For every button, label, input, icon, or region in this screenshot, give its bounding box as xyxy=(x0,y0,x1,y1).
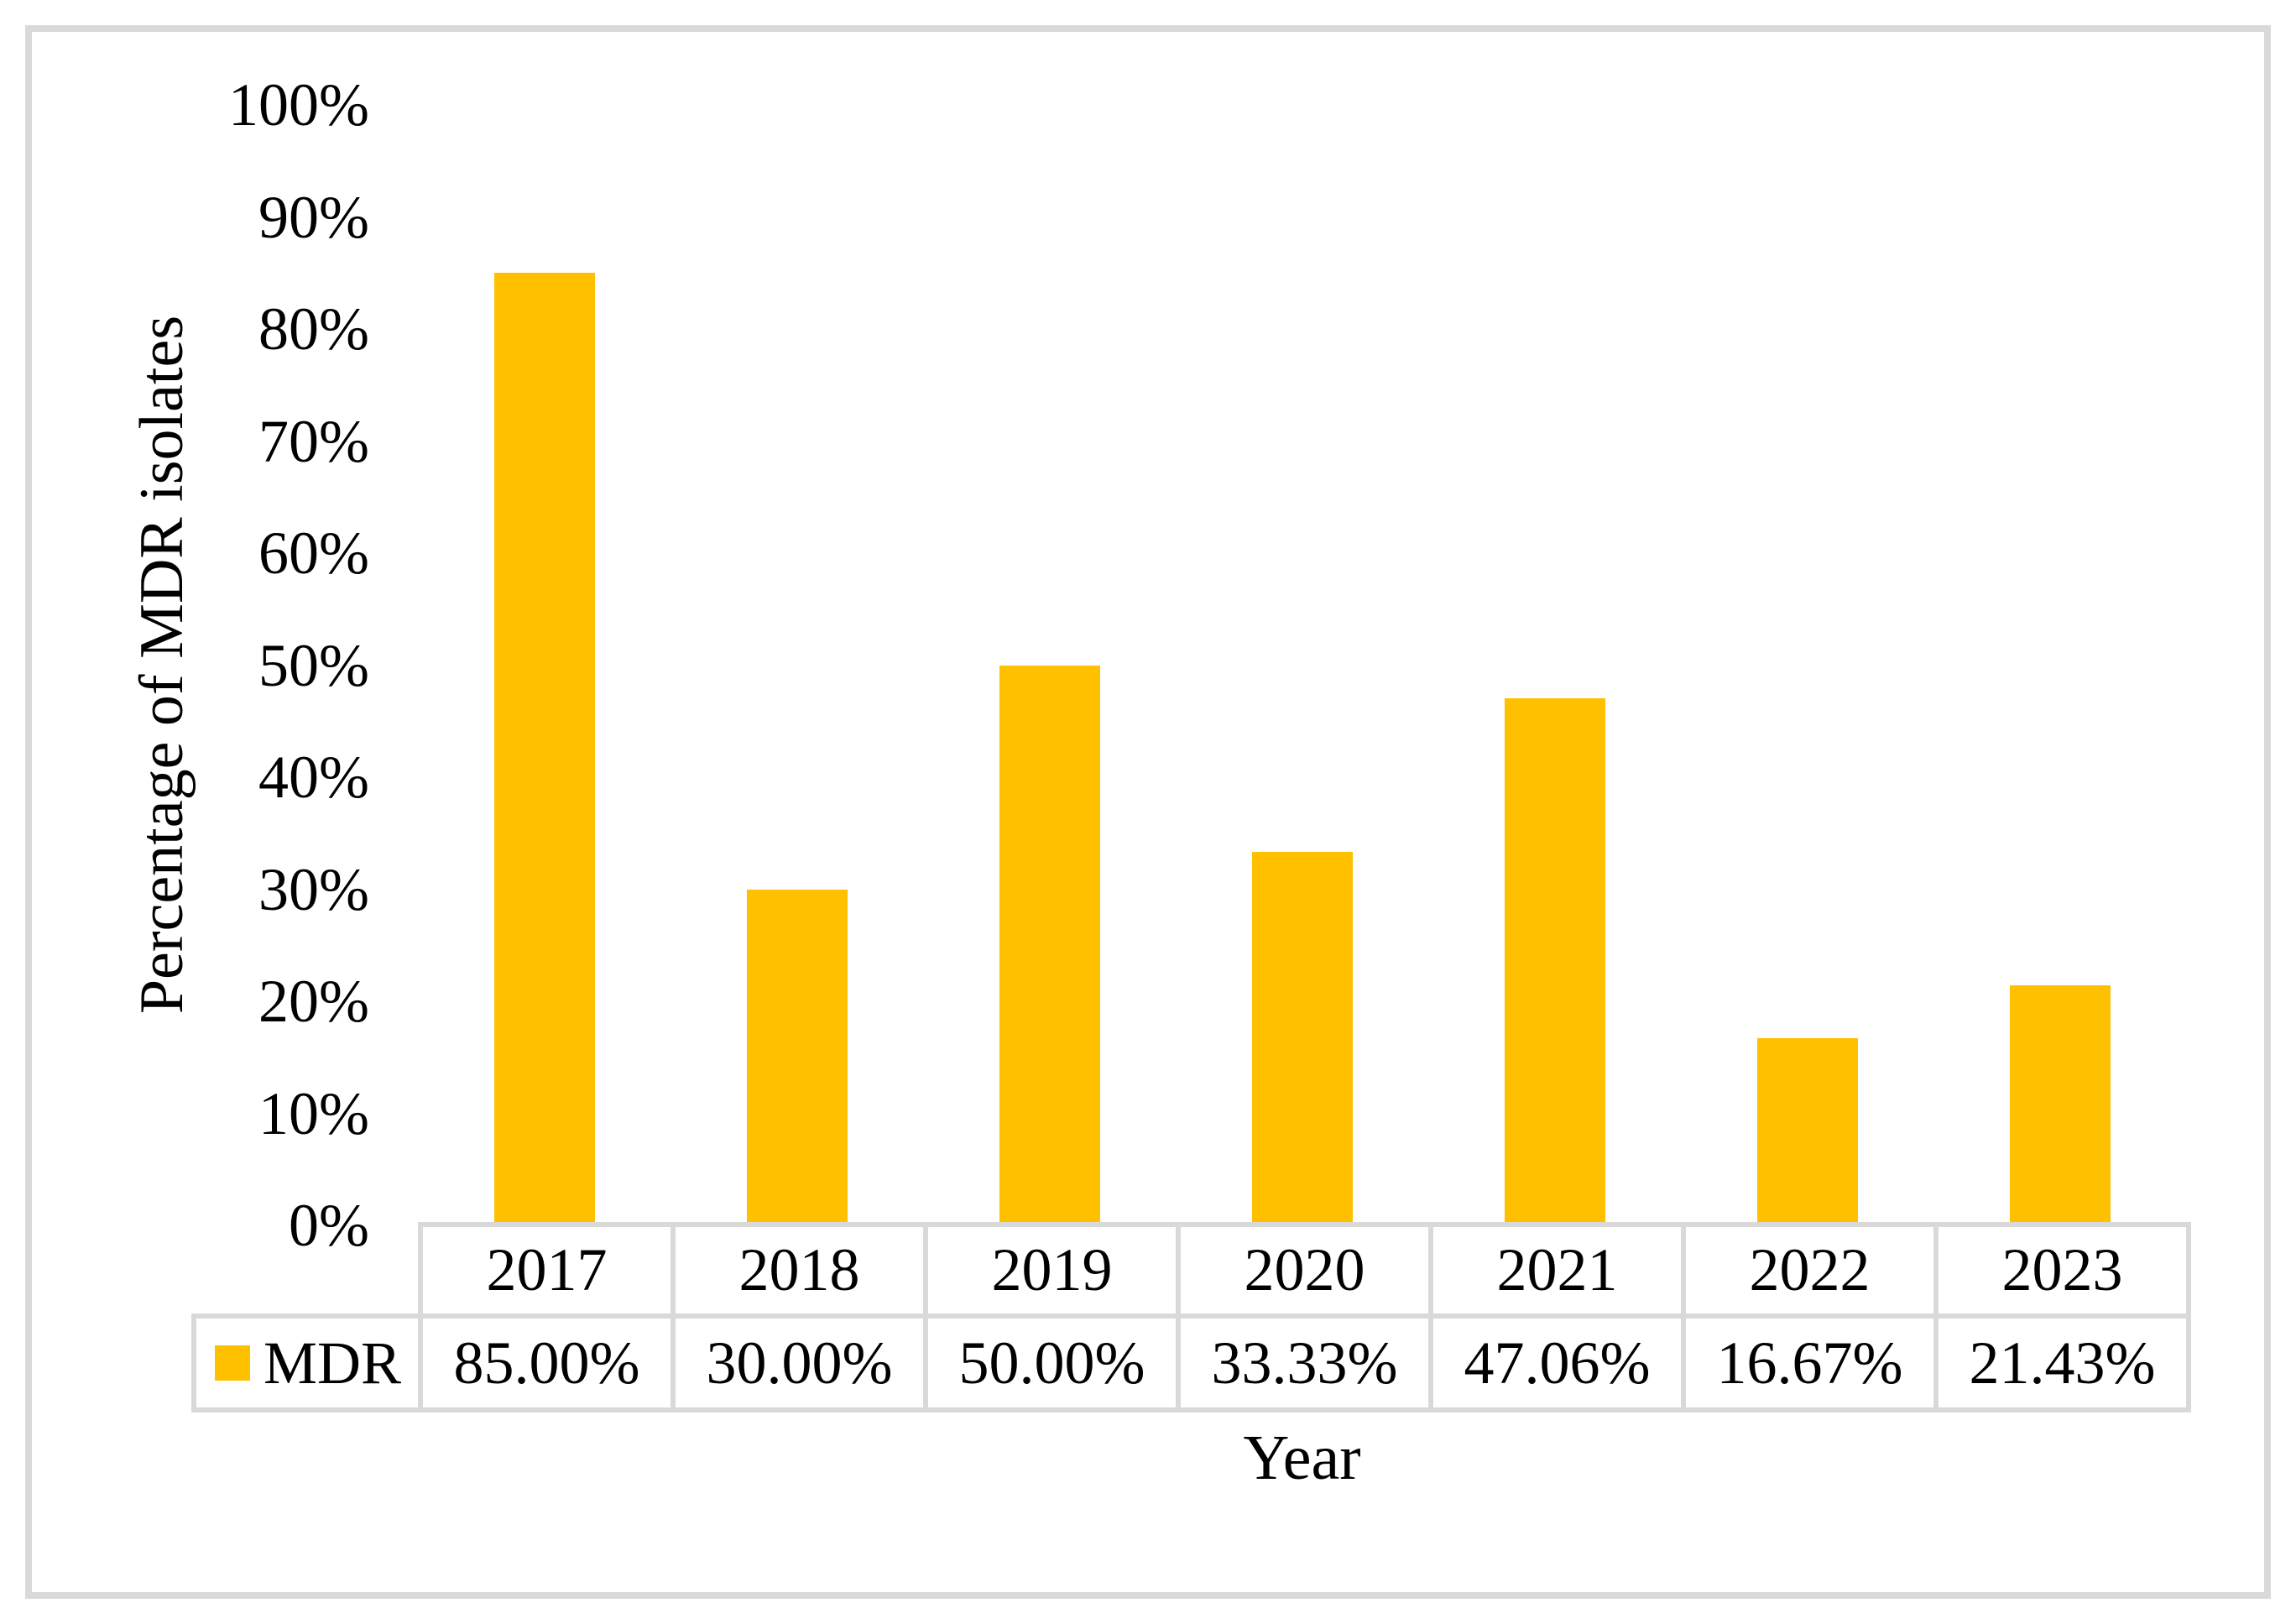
legend-cell: MDR xyxy=(191,1313,423,1413)
y-tick-label: 10% xyxy=(258,1079,369,1147)
x-axis-title: Year xyxy=(1243,1423,1361,1493)
y-tick-label: 50% xyxy=(258,631,369,699)
year-header-cell: 2021 xyxy=(1428,1222,1686,1319)
y-tick-label: 60% xyxy=(258,520,369,587)
value-cell: 47.06% xyxy=(1428,1313,1686,1413)
legend-swatch-icon xyxy=(215,1345,250,1381)
bar-2018 xyxy=(746,889,848,1225)
legend-series-label: MDR xyxy=(264,1329,402,1397)
year-header-cell: 2018 xyxy=(671,1222,928,1319)
bar-2017 xyxy=(493,273,595,1225)
bar-2019 xyxy=(999,665,1100,1225)
y-tick-label: 90% xyxy=(258,183,369,251)
y-axis-tick-labels: 0% 10% 20% 30% 40% 50% 60% 70% 80% 90% 100% xyxy=(0,0,369,1624)
value-cell: 50.00% xyxy=(923,1313,1181,1413)
y-tick-label: 80% xyxy=(258,295,369,363)
value-cell: 21.43% xyxy=(1933,1313,2191,1413)
value-cell: 16.67% xyxy=(1681,1313,1939,1413)
value-cell: 33.33% xyxy=(1176,1313,1433,1413)
value-cell: 30.00% xyxy=(671,1313,928,1413)
year-header-cell: 2017 xyxy=(418,1222,676,1319)
y-tick-label: 70% xyxy=(258,407,369,475)
y-tick-label: 30% xyxy=(258,855,369,923)
bar-2022 xyxy=(1756,1038,1858,1225)
year-header-cell: 2020 xyxy=(1176,1222,1433,1319)
year-header-cell: 2023 xyxy=(1933,1222,2191,1319)
bar-2021 xyxy=(1504,697,1605,1225)
year-header-cell: 2019 xyxy=(923,1222,1181,1319)
y-tick-label: 0% xyxy=(289,1192,369,1259)
bar-2023 xyxy=(2009,984,2111,1225)
y-tick-label: 100% xyxy=(228,71,369,138)
year-header-cell: 2022 xyxy=(1681,1222,1939,1319)
y-tick-label: 20% xyxy=(258,968,369,1035)
bar-2020 xyxy=(1251,852,1353,1225)
value-cell: 85.00% xyxy=(418,1313,676,1413)
y-tick-label: 40% xyxy=(258,744,369,811)
